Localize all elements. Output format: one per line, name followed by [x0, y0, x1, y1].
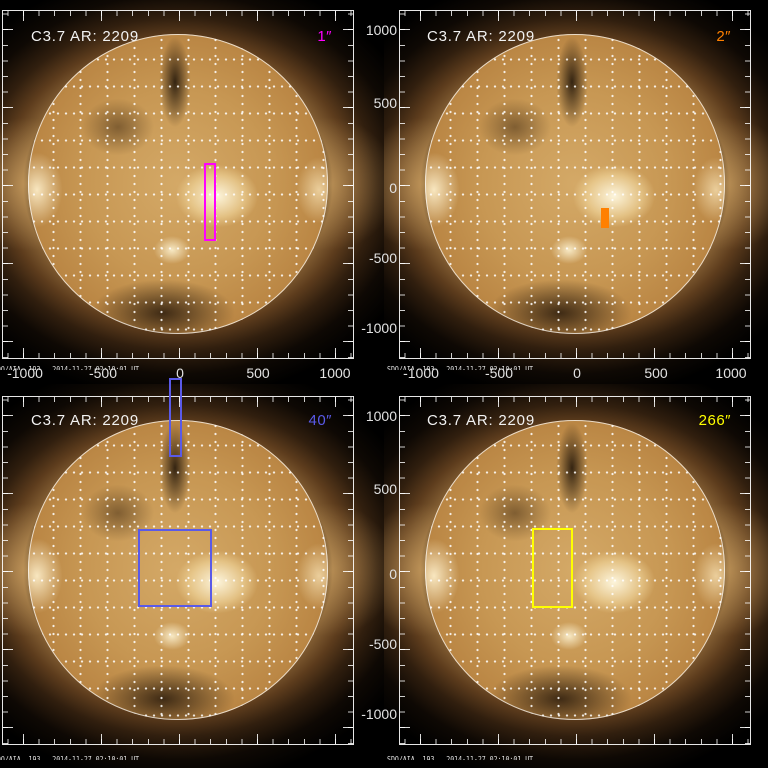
slit-rect-40arcsec: [169, 378, 182, 457]
x-tick-label: 500: [644, 365, 668, 381]
axis-ticks-left: [3, 11, 13, 358]
caption-text: SDO/AIA 193 2014-11-27 02:10:01 UT: [387, 365, 534, 370]
sun-image: [384, 384, 768, 768]
y-tick-label: -500: [368, 636, 397, 652]
limb-circle: [28, 420, 328, 720]
axis-ticks-right: [343, 11, 353, 358]
limb-circle: [425, 420, 725, 720]
fov-rect-1arcsec: [204, 163, 216, 241]
y-tick-label: -1000: [361, 320, 397, 336]
scale-label-40arcsec: 40″: [308, 412, 332, 429]
x-tick-label: 1000: [715, 365, 747, 381]
caption-text: SDO/AIA 193 2014-11-27 02:10:01 UT: [0, 365, 140, 370]
axis-ticks-left: [400, 397, 410, 744]
panel-title: C3.7 AR: 2209: [31, 412, 139, 429]
y-tick-label: 1000: [365, 22, 397, 38]
x-tick-label: 1000: [319, 365, 351, 381]
limb-circle: [425, 34, 725, 334]
panel-title: C3.7 AR: 2209: [427, 412, 535, 429]
panel-title: C3.7 AR: 2209: [31, 28, 139, 45]
axis-ticks-bottom: [400, 348, 750, 358]
plot-frame: [399, 396, 751, 745]
caption-text: SDO/AIA 193 2014-11-27 02:10:01 UT: [387, 755, 534, 760]
plot-frame: [399, 10, 751, 359]
scale-label-1arcsec: 1″: [317, 28, 332, 45]
limb-circle: [28, 34, 328, 334]
axis-ticks-top: [3, 11, 353, 21]
axis-ticks-left: [3, 397, 13, 744]
observation-caption: SDO/AIA 193 2014-11-27 02:10:01 UT: [384, 749, 554, 760]
panel-266arcsec: C3.7 AR: 2209 266″ 1000 500 0 -500 -1000…: [361, 384, 768, 768]
axis-ticks-top: [3, 397, 353, 407]
x-tick-label: 0: [176, 365, 184, 381]
caption-text: SDO/AIA 193 2014-11-27 02:10:01 UT: [0, 755, 140, 760]
axis-ticks-top: [400, 11, 750, 21]
axis-ticks-right: [740, 397, 750, 744]
axis-ticks-bottom: [3, 734, 353, 744]
x-tick-label: -500: [484, 365, 514, 381]
plot-frame: [2, 10, 354, 359]
sun-image: [0, 384, 384, 768]
axis-ticks-right: [343, 397, 353, 744]
y-tick-label: 500: [373, 481, 397, 497]
x-tick-label: 500: [246, 365, 270, 381]
x-tick-label: -1000: [7, 365, 43, 381]
panel-40arcsec: C3.7 AR: 2209 40″ SDO/AIA 193 2014-11-27…: [0, 378, 384, 768]
sun-image: [384, 0, 768, 384]
panel-title: C3.7 AR: 2209: [427, 28, 535, 45]
panel-2arcsec: C3.7 AR: 2209 2″ 1000 500 0 -500 -1000 -…: [361, 0, 768, 384]
y-tick-label: -500: [368, 250, 397, 266]
axis-ticks-bottom: [3, 348, 353, 358]
y-tick-label: 0: [389, 566, 397, 582]
plot-frame: [2, 396, 354, 745]
scale-label-2arcsec: 2″: [716, 28, 731, 45]
observation-caption: SDO/AIA 193 2014-11-27 02:10:01 UT: [384, 359, 554, 370]
x-tick-label: 0: [573, 365, 581, 381]
axis-ticks-bottom: [400, 734, 750, 744]
x-tick-label: -500: [88, 365, 118, 381]
y-tick-label: 500: [373, 95, 397, 111]
x-tick-label: -1000: [403, 365, 439, 381]
observation-caption: SDO/AIA 193 2014-11-27 02:10:01 UT: [0, 359, 170, 370]
panel-1arcsec: C3.7 AR: 2209 1″ -1000 -500 0 500 1000 S…: [0, 0, 384, 384]
y-tick-label: 0: [389, 180, 397, 196]
scale-label-266arcsec: 266″: [698, 412, 731, 429]
y-tick-label: -1000: [361, 706, 397, 722]
axis-ticks-top: [400, 397, 750, 407]
fov-rect-2arcsec: [601, 208, 609, 228]
fov-rect-266arcsec: [532, 528, 573, 608]
sun-image: [0, 0, 384, 384]
fov-rect-40arcsec: [138, 529, 212, 607]
observation-caption: SDO/AIA 193 2014-11-27 02:10:01 UT: [0, 749, 170, 760]
axis-ticks-right: [740, 11, 750, 358]
y-tick-label: 1000: [365, 408, 397, 424]
axis-ticks-left: [400, 11, 410, 358]
